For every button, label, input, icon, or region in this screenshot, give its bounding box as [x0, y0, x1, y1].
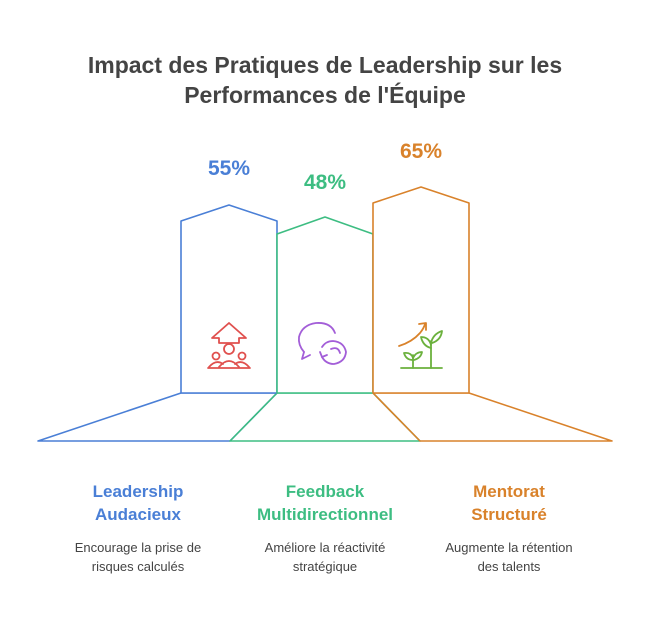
label-mentorat-structure: Mentorat Structuré — [409, 480, 609, 526]
desc-mentorat-line-1: Augmente la rétention — [445, 540, 573, 555]
base-center — [229, 392, 421, 442]
label-leadership-line-1: Leadership — [92, 482, 184, 501]
bar-feedback-multidirectionnel — [276, 216, 374, 394]
label-feedback-line-2: Multidirectionnel — [257, 505, 393, 524]
bar-mentorat-structure — [372, 186, 470, 394]
team-growth-icon — [207, 322, 251, 369]
desc-mentorat-line-2: des talents — [477, 559, 541, 574]
label-feedback-multidirectionnel: Feedback Multidirectionnel — [225, 480, 425, 526]
title-line-2: Performances de l'Équipe — [184, 82, 466, 108]
label-leadership-audacieux: Leadership Audacieux — [38, 480, 238, 526]
desc-feedback-line-1: Améliore la réactivité — [264, 540, 386, 555]
base-left — [37, 392, 278, 442]
label-mentorat-line-1: Mentorat — [473, 482, 545, 501]
page-title: Impact des Pratiques de Leadership sur l… — [0, 50, 650, 110]
desc-leadership-audacieux: Encourage la prise de risques calculés — [38, 538, 238, 576]
bar-leadership-audacieux — [180, 204, 278, 394]
desc-feedback-multidirectionnel: Améliore la réactivité stratégique — [225, 538, 425, 576]
desc-mentorat-structure: Augmente la rétention des talents — [409, 538, 609, 576]
label-leadership-line-2: Audacieux — [95, 505, 181, 524]
base-right — [372, 392, 613, 442]
value-label-leadership: 55% — [208, 157, 250, 180]
value-label-mentorat: 65% — [400, 140, 442, 163]
label-feedback-line-1: Feedback — [285, 482, 365, 501]
desc-feedback-line-2: stratégique — [292, 559, 358, 574]
desc-leadership-line-1: Encourage la prise de — [74, 540, 202, 555]
value-label-feedback: 48% — [304, 171, 346, 194]
title-line-1: Impact des Pratiques de Leadership sur l… — [87, 52, 563, 78]
plant-growth-icon — [398, 322, 443, 369]
label-mentorat-line-2: Structuré — [471, 505, 547, 524]
desc-leadership-line-2: risques calculés — [91, 559, 185, 574]
feedback-cycle-icon — [297, 322, 347, 365]
